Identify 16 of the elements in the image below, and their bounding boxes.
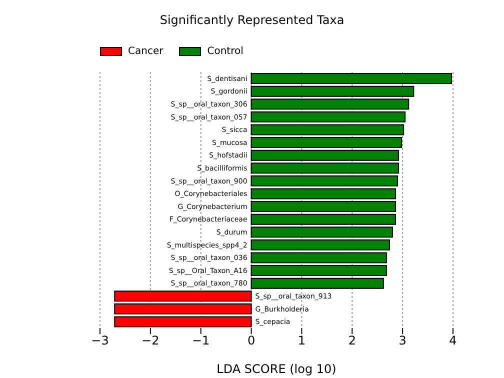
legend-label: Cancer xyxy=(128,46,164,57)
legend-label: Control xyxy=(207,46,244,57)
bar xyxy=(250,265,387,276)
x-tick-label: 2 xyxy=(348,334,356,348)
x-tick-label: 3 xyxy=(398,334,406,348)
x-tick-label: −3 xyxy=(91,334,109,348)
x-tick-label: 1 xyxy=(298,334,306,348)
bar xyxy=(250,137,402,148)
x-tick-label: −2 xyxy=(142,334,160,348)
x-tick-label: 0 xyxy=(247,334,256,348)
x-tick-label: −1 xyxy=(192,334,210,348)
x-tick-label: 4 xyxy=(449,334,457,348)
bar xyxy=(250,201,396,212)
chart-title: Significantly Represented Taxa xyxy=(158,13,346,27)
bar xyxy=(250,73,452,84)
x-axis-title: LDA SCORE (log 10) xyxy=(216,362,336,376)
